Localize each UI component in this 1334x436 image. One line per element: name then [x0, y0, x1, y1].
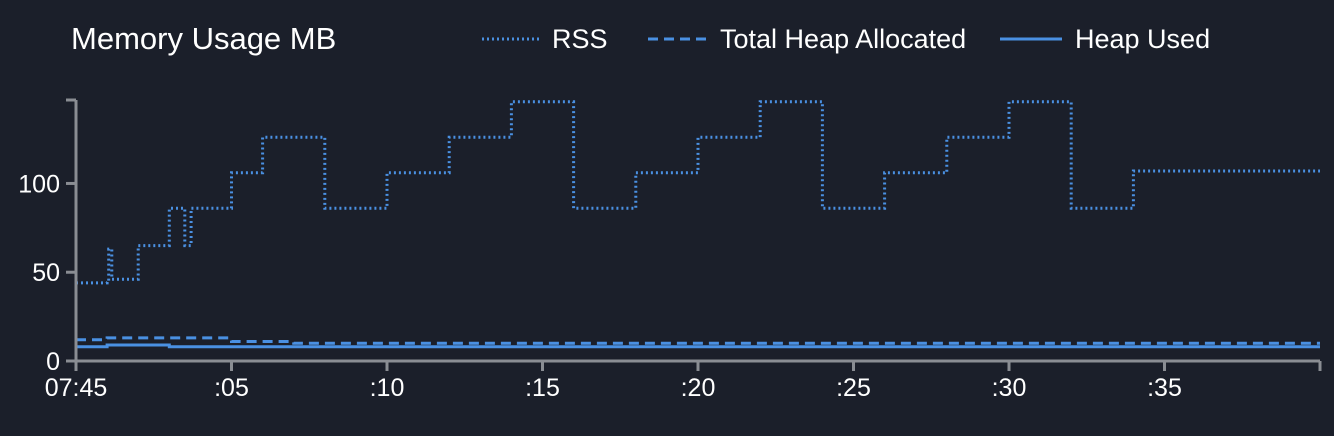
y-tick-label: 100 — [18, 170, 60, 198]
y-tick-label: 0 — [46, 348, 60, 376]
x-tick-label: :05 — [214, 374, 249, 402]
x-tick-label: :25 — [836, 374, 871, 402]
series-line-total-heap-allocated — [76, 336, 1320, 345]
x-tick-label: :15 — [525, 374, 560, 402]
x-tick-label: :10 — [370, 374, 405, 402]
legend-item-rss[interactable]: RSS — [482, 24, 608, 54]
x-tick-label: :35 — [1147, 374, 1182, 402]
legend-label-rss: RSS — [552, 24, 608, 54]
x-tick-label: :20 — [681, 374, 716, 402]
plot-area — [76, 100, 1320, 349]
legend-item-total-heap-allocated[interactable]: Total Heap Allocated — [648, 24, 966, 54]
legend-label-total-heap-allocated: Total Heap Allocated — [720, 24, 966, 54]
x-tick-label: :30 — [992, 374, 1027, 402]
legend: RSS Total Heap Allocated Heap Used — [482, 24, 1210, 54]
axes: 0 50 100 07:45 :05 :10 :15 :20 :25 :30 :35 — [18, 98, 1322, 402]
series-line-heap-used — [76, 343, 1320, 349]
legend-label-heap-used: Heap Used — [1075, 24, 1210, 54]
x-tick-label: 07:45 — [45, 374, 108, 402]
chart-title: Memory Usage MB — [71, 21, 336, 56]
legend-item-heap-used[interactable]: Heap Used — [1000, 24, 1210, 54]
series-line-rss — [76, 100, 1320, 285]
y-tick-label: 50 — [32, 259, 60, 287]
